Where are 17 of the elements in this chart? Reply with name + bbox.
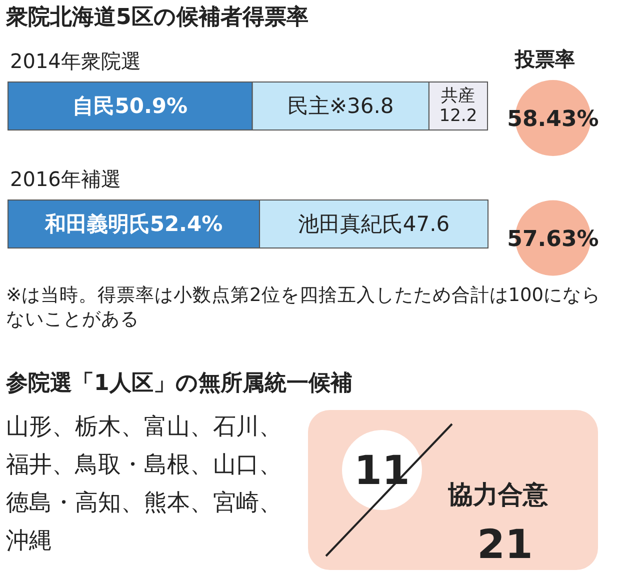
data-label: 58.43% xyxy=(507,107,599,132)
data-label: 11 xyxy=(354,448,410,494)
data-label: 21 xyxy=(477,522,533,568)
y-tick-label: 2016年補選 xyxy=(10,166,121,193)
text: 参院選「1人区」の無所属統一候補 xyxy=(6,370,352,398)
data-label: 自民50.9% xyxy=(8,82,252,130)
text: 山形、栃木、富山、石川、福井、鳥取・島根、山口、徳島・高知、熊本、宮崎、沖縄 xyxy=(6,413,283,556)
text: 協力合意 xyxy=(448,479,548,511)
data-label: 民主※36.8 xyxy=(252,82,429,130)
y-tick-label: 2014年衆院選 xyxy=(10,48,141,75)
text: 投票率 xyxy=(515,46,575,73)
text: ※は当時。得票率は小数点第2位を四捨五入したため合計は100にならないことがある xyxy=(6,284,602,332)
data-label: 57.63% xyxy=(507,227,599,252)
chart-title: 衆院北海道5区の候補者得票率 xyxy=(6,4,308,32)
data-label: 和田義明氏52.4% xyxy=(8,200,260,248)
data-label: 共産12.2 xyxy=(428,82,488,130)
data-label: 池田真紀氏47.6 xyxy=(260,200,488,248)
